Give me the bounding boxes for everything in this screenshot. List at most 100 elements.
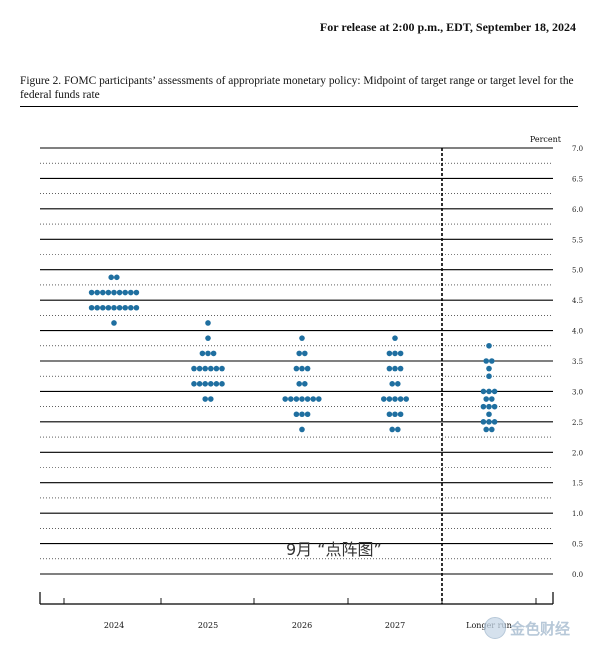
dot-mark [392, 335, 398, 341]
dot-mark [486, 388, 492, 395]
dot-mark [392, 350, 398, 357]
dot-mark [208, 365, 214, 372]
dot-mark [397, 396, 404, 402]
dot-mark [395, 426, 401, 433]
dot-mark [114, 274, 120, 281]
dot-mark [299, 335, 305, 341]
y-tick-label: 2.5 [572, 419, 583, 427]
dot-mark [94, 289, 100, 296]
dot-mark [111, 289, 117, 296]
dot-mark [310, 396, 317, 402]
y-tick-label: 3.5 [572, 358, 583, 366]
y-tick-label: 4.5 [572, 297, 583, 305]
title-rule [20, 106, 578, 107]
dot-mark [196, 365, 203, 372]
y-tick-label: 0.5 [572, 541, 583, 549]
dot-mark [205, 335, 211, 341]
dot-mark [381, 396, 387, 402]
dot-mark [282, 396, 289, 402]
dot-mark [296, 381, 303, 387]
figure-title: Figure 2. FOMC participants’ assessments… [20, 75, 574, 101]
dot-mark [397, 350, 404, 357]
dot-mark [288, 396, 294, 402]
dot-mark [486, 342, 492, 349]
dot-mark [486, 373, 492, 380]
dot-mark [210, 350, 217, 357]
release-date-text: For release at 2:00 p.m., EDT, September… [319, 20, 576, 34]
dot-mark [486, 365, 492, 372]
x-category-label: 2024 [104, 621, 124, 630]
dot-mark [480, 403, 487, 410]
dot-mark [389, 426, 396, 433]
dot-mark [133, 289, 140, 296]
dot-mark [116, 304, 123, 311]
dot-mark [486, 403, 492, 410]
logo-icon [484, 617, 506, 639]
dot-mark [191, 381, 197, 387]
dot-mark [486, 411, 492, 418]
dot-mark [296, 350, 303, 357]
dot-mark [299, 365, 305, 372]
x-category-label: 2025 [198, 621, 218, 630]
y-tick-label: 6.0 [572, 206, 583, 214]
dot-mark [302, 350, 308, 357]
dot-mark [403, 396, 410, 402]
y-tick-label: 5.5 [572, 236, 583, 244]
y-tick-label: 1.0 [572, 510, 583, 518]
y-tick-label: 4.0 [572, 328, 583, 336]
dot-mark [489, 396, 495, 402]
dot-mark [397, 411, 404, 418]
dot-mark [395, 381, 401, 387]
dot-mark [483, 358, 490, 364]
dot-mark [122, 304, 128, 311]
dot-mark [302, 381, 308, 387]
dot-mark [386, 396, 393, 402]
dot-mark [386, 411, 393, 418]
dot-mark [304, 396, 311, 402]
dot-mark [105, 289, 112, 296]
dot-mark [491, 403, 498, 410]
dot-mark [133, 304, 140, 311]
dot-mark [213, 365, 220, 372]
dot-mark [304, 411, 311, 418]
dot-mark [105, 304, 112, 311]
dot-mark [213, 381, 220, 387]
dot-mark [299, 396, 305, 402]
dot-mark [202, 396, 208, 402]
dot-mark [111, 320, 117, 326]
dot-mark [489, 358, 495, 364]
dot-mark [392, 365, 398, 372]
dot-mark [293, 411, 300, 418]
dot-mark [293, 365, 300, 372]
dot-mark [299, 411, 305, 418]
dot-mark [191, 365, 197, 372]
dot-mark [122, 289, 128, 296]
dot-mark [491, 388, 498, 395]
dot-mark [88, 304, 95, 311]
dot-mark [100, 304, 106, 311]
dot-mark [293, 396, 300, 402]
dot-mark [116, 289, 123, 296]
watermark-caption: 9月 “点阵图” [286, 540, 382, 559]
dot-mark [483, 396, 490, 402]
dot-mark [386, 365, 393, 372]
dot-mark [480, 419, 487, 425]
dot-mark [386, 350, 393, 357]
dot-mark [100, 289, 106, 296]
dot-mark [486, 419, 492, 425]
dot-mark [208, 381, 214, 387]
dot-mark [88, 289, 95, 296]
dot-mark [205, 350, 211, 357]
dot-mark [397, 365, 404, 372]
dot-mark [480, 388, 487, 395]
dot-mark [208, 396, 214, 402]
y-tick-label: 5.0 [572, 267, 583, 275]
dot-mark [483, 426, 490, 433]
dot-mark [94, 304, 100, 311]
x-category-label: 2026 [292, 621, 312, 630]
y-tick-label: 3.0 [572, 388, 583, 396]
y-tick-label: 7.0 [572, 145, 583, 153]
dot-mark [205, 320, 211, 326]
dot-mark [128, 304, 134, 311]
